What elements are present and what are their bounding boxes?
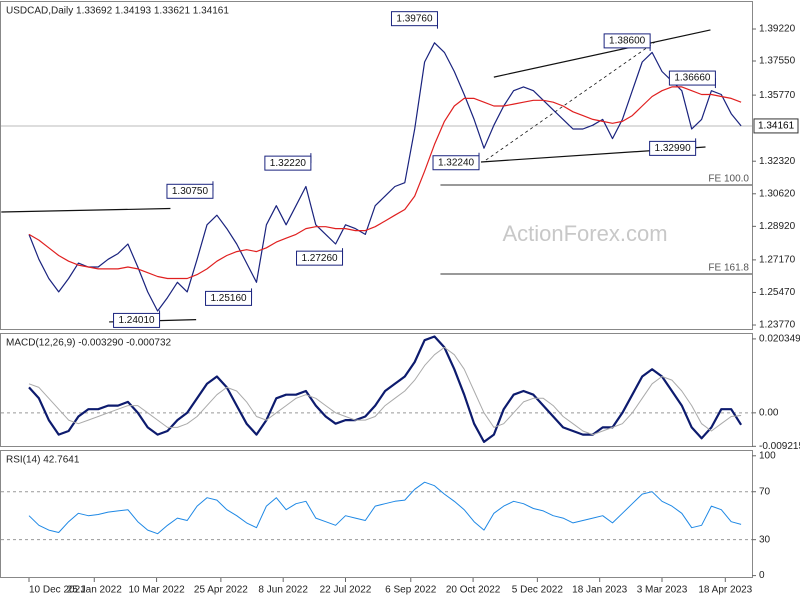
price-panel: [0, 1, 753, 330]
x-tick-label: 25 Apr 2022: [194, 585, 248, 596]
annotation-label: 1.39760: [396, 13, 433, 24]
y-tick-label: 30: [759, 534, 771, 545]
last-price-label: 1.34161: [758, 121, 795, 132]
annotation-box: [113, 312, 161, 328]
annotation-label: 1.24010: [118, 315, 155, 326]
y-tick-label: 1.37550: [759, 56, 796, 67]
watermark: ActionForex.com: [502, 221, 667, 246]
y-tick-label: 0.00: [759, 407, 779, 418]
x-tick-label: 10 Mar 2022: [129, 585, 186, 596]
annotation-box: [296, 250, 344, 266]
annotation-box: [432, 155, 480, 171]
series-line: [28, 346, 742, 436]
annotation-label: 1.36660: [674, 73, 711, 84]
annotation-box: [668, 70, 716, 86]
y-tick-label: 1.27170: [759, 255, 796, 266]
rsi-panel: [0, 450, 753, 578]
annotation-box: [264, 155, 312, 171]
x-tick-label: 5 Dec 2022: [512, 585, 564, 596]
y-tick-label: 1.25470: [759, 287, 796, 298]
annotation-label: 1.38600: [609, 36, 646, 47]
annotation-box: [649, 140, 697, 156]
y-tick-label: 0.020349: [759, 334, 800, 345]
y-tick-label: 70: [759, 486, 771, 497]
series-line: [28, 86, 742, 280]
y-tick-label: 1.39220: [759, 24, 796, 35]
panel-title: RSI(14) 42.7641: [6, 455, 80, 466]
series-line: [28, 42, 742, 312]
annotation-box: [166, 183, 214, 199]
trendline: [1, 207, 171, 213]
x-tick-label: 25 Jan 2022: [67, 585, 122, 596]
y-tick-label: 1.35770: [759, 90, 796, 101]
annotation-label: 1.25160: [210, 293, 247, 304]
annotation-label: 1.32990: [655, 143, 692, 154]
trendline: [493, 29, 711, 78]
x-tick-label: 10 Dec 2021: [29, 585, 86, 596]
macd-panel: [0, 333, 753, 447]
fe-level-label: FE 100.0: [708, 174, 749, 185]
panel-title: USDCAD,Daily 1.33692 1.34193 1.33621 1.3…: [6, 6, 229, 17]
last-price-box: [753, 118, 799, 134]
x-tick-label: 18 Jan 2023: [572, 585, 627, 596]
x-tick-label: 8 Jun 2022: [258, 585, 308, 596]
series-line: [28, 335, 743, 443]
trendline: [485, 41, 656, 161]
y-tick-label: 1.30620: [759, 188, 796, 199]
annotation-label: 1.32240: [438, 157, 475, 168]
x-tick-label: 22 Jul 2022: [320, 585, 372, 596]
x-tick-label: 18 Apr 2023: [698, 585, 752, 596]
annotation-box: [603, 33, 651, 49]
x-tick-label: 20 Oct 2022: [446, 585, 501, 596]
annotation-label: 1.27260: [301, 253, 338, 264]
annotation-label: 1.30750: [172, 186, 209, 197]
y-tick-label: 1.23770: [759, 320, 796, 331]
annotation-box: [390, 11, 438, 27]
y-tick-label: 100: [759, 450, 776, 461]
annotation-label: 1.32220: [270, 158, 307, 169]
series-line: [28, 481, 742, 535]
panel-title: MACD(12,26,9) -0.003290 -0.000732: [6, 338, 172, 349]
fe-level-label: FE 161.8: [708, 263, 749, 274]
y-tick-label: 1.28920: [759, 221, 796, 232]
x-tick-label: 6 Sep 2022: [385, 585, 437, 596]
x-tick-label: 3 Mar 2023: [637, 585, 688, 596]
y-tick-label: 0: [759, 570, 765, 581]
y-tick-label: 1.32320: [759, 156, 796, 167]
y-tick-label: -0.009215: [759, 441, 800, 452]
annotation-box: [205, 290, 253, 306]
